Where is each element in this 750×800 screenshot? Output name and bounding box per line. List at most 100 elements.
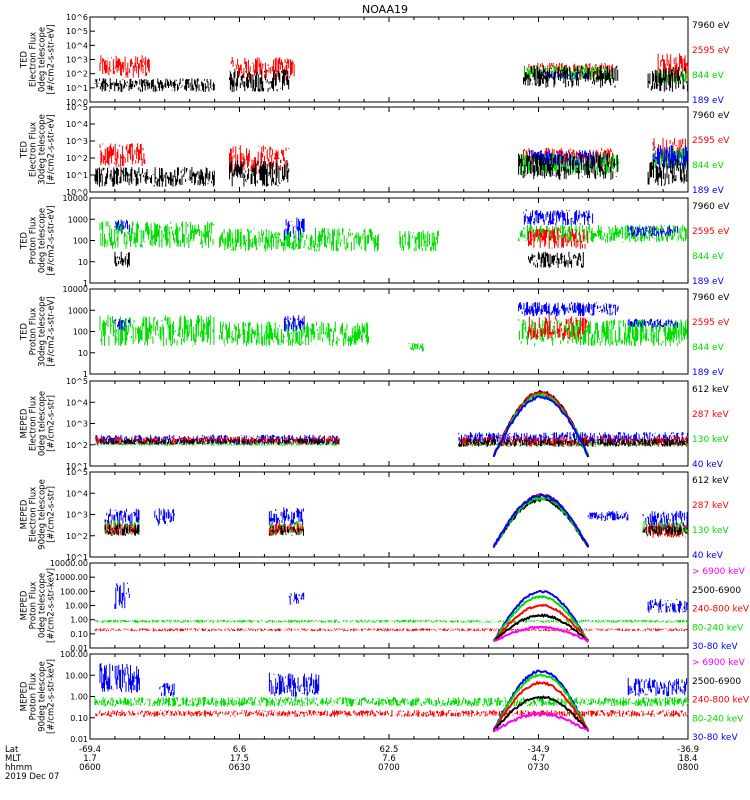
series-black-trace <box>104 524 140 536</box>
series-blue-trace <box>627 318 678 328</box>
y-tick-label: 10^5 <box>66 27 88 36</box>
series-black-trace <box>229 69 290 92</box>
y-tick-label: 100 <box>73 237 88 246</box>
series-blue-trace <box>114 582 130 609</box>
series-black-trace <box>647 67 689 92</box>
x-tick-hhmm: 0630 <box>229 763 251 773</box>
x-tick-mlt: 7.6 <box>382 754 396 764</box>
y-tick-label: 10.00 <box>65 602 88 611</box>
panel-ted-p-0: 1 10 100 1000 10000 TED Proton Flux 0deg telesc… <box>20 194 731 288</box>
legend-entry: > 6900 keV <box>692 567 746 577</box>
legend-entry: 240-800 keV <box>692 605 750 615</box>
series-blue-trace <box>288 592 305 605</box>
legend-entry: 130 keV <box>692 526 729 536</box>
series-green-trace <box>94 619 689 623</box>
y-tick-label: 100 <box>73 328 88 337</box>
y-axis-label: 90deg telescope <box>38 479 48 550</box>
series-black-trace <box>268 525 304 536</box>
series-blue-belt-crossing <box>492 395 589 457</box>
x-tick-mlt: 18.4 <box>679 754 698 764</box>
series-black-trace <box>523 65 619 88</box>
y-axis-label: [#/cm2-s-str-keV] <box>47 659 57 734</box>
x-tick-lat: -36.9 <box>677 745 699 755</box>
y-tick-label: 10^4 <box>66 120 88 129</box>
legend-entry: 2595 eV <box>692 227 730 237</box>
y-tick-label: 10 <box>78 349 88 358</box>
series-blue-trace <box>159 683 175 697</box>
y-axis-label: Electron Flux <box>29 122 39 177</box>
x-tick-hhmm: 0600 <box>79 763 101 773</box>
y-tick-label: 10.00 <box>65 671 88 680</box>
y-tick-label: 1000 <box>68 215 88 224</box>
y-axis-label: [#/cm2-s-str-eV] <box>47 205 57 275</box>
x-row-label: Lat <box>5 745 19 755</box>
legend-entry: 7960 eV <box>692 293 730 303</box>
series-black-trace <box>94 166 215 187</box>
series-green-trace <box>408 343 424 352</box>
y-tick-label: 10^5 <box>66 468 88 477</box>
legend-entry: 130 keV <box>692 435 729 445</box>
series-blue-trace <box>283 315 305 332</box>
y-axis-label: [#/cm2-s-str-eV] <box>47 114 57 184</box>
series-blue-trace <box>154 508 175 526</box>
y-tick-label: 10^0 <box>66 188 88 197</box>
series-black-trace <box>229 159 290 187</box>
series-blue-trace <box>99 663 140 693</box>
panel-ted-p-30: 1 10 100 1000 10000 TED Proton Flux 30deg teles… <box>20 285 731 379</box>
series-red-trace <box>99 55 150 78</box>
legend-entry: 189 eV <box>692 96 725 106</box>
panel-frame <box>89 562 689 649</box>
panel-ted-e-0: 10^0 10^1 10^2 10^3 10^4 10^5 10^6 TED Electron … <box>20 13 731 107</box>
series-blue-trace <box>627 225 678 237</box>
y-axis-label: Electron Flux <box>29 32 39 87</box>
panel-meped-p-0: 0.01 0.10 1.00 10.00 100.00 1000.00 10000.00 ME… <box>20 559 750 653</box>
y-tick-label: 10^5 <box>66 103 88 112</box>
y-tick-label: 10^0 <box>66 98 88 107</box>
x-tick-lat: -34.9 <box>528 745 550 755</box>
y-axis-label: 0deg telescope <box>38 573 48 638</box>
y-axis-label: 0deg telescope <box>38 27 48 92</box>
series-green-belt-crossing <box>492 673 590 732</box>
y-axis-label: [#/cm2-s-str-eV] <box>47 296 57 366</box>
series-blue-trace <box>283 217 305 241</box>
legend-entry: 30-80 keV <box>692 733 738 743</box>
y-tick-label: 10000.00 <box>50 559 88 568</box>
legend-entry: 80-240 keV <box>692 623 744 633</box>
x-tick-mlt: 4.7 <box>532 754 546 764</box>
series-blue-trace <box>518 301 619 317</box>
legend-entry: 287 keV <box>692 501 729 511</box>
series-blue-trace <box>627 677 688 697</box>
y-tick-label: 10^4 <box>66 489 88 498</box>
y-tick-label: 0.01 <box>70 644 88 653</box>
x-row-label: 2019 Dec 07 <box>5 772 59 782</box>
y-axis-label: [#/cm2-s-str] <box>47 395 57 452</box>
y-tick-label: 100.00 <box>60 587 88 596</box>
series-blue-trace <box>268 672 320 697</box>
series-green-trace <box>94 696 689 707</box>
legend-entry: 844 eV <box>692 252 725 262</box>
y-axis-label: TED <box>20 140 30 159</box>
series-blue-belt-crossing <box>492 589 590 642</box>
legend-entry: 844 eV <box>692 343 725 353</box>
panel-meped-e-0: 10^1 10^2 10^3 10^4 10^5 MEPED Electron Flux 0d… <box>20 377 730 471</box>
series-magenta-belt-crossing <box>493 711 590 732</box>
legend-entry: 2595 eV <box>692 46 730 56</box>
panel-meped-e-90: 10^1 10^2 10^3 10^4 10^5 MEPED Electron Flux 90… <box>20 468 730 562</box>
panel-meped-p-90: 0.01 0.10 1.00 10.00 100.00 MEPED Proton Flux 9… <box>20 650 750 744</box>
y-tick-label: 10^4 <box>66 41 88 50</box>
x-tick-mlt: 17.5 <box>230 754 249 764</box>
legend-entry: 30-80 keV <box>692 642 738 652</box>
y-tick-label: 10^1 <box>66 171 88 180</box>
series-blue-trace <box>587 511 629 521</box>
series-blue-trace <box>104 508 140 526</box>
y-axis-label: TED <box>20 50 30 69</box>
y-tick-label: 1.00 <box>70 693 88 702</box>
y-axis-label: Proton Flux <box>29 582 39 630</box>
series-blue-trace <box>114 318 130 331</box>
x-tick-hhmm: 0730 <box>528 763 550 773</box>
series-red-trace <box>94 628 689 632</box>
legend-entry: 80-240 keV <box>692 714 744 724</box>
y-tick-label: 10^3 <box>66 137 88 146</box>
